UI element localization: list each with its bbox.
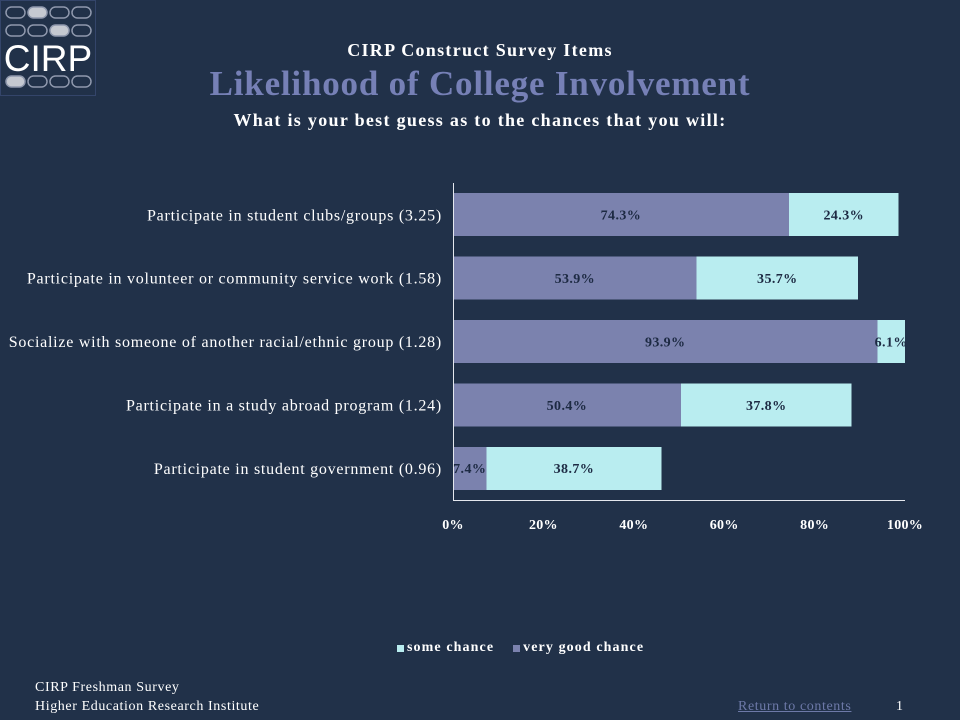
legend-swatch-very-good-chance bbox=[513, 644, 521, 652]
page-title: Likelihood of College Involvement bbox=[209, 64, 751, 103]
logo-pill bbox=[71, 24, 92, 37]
x-tick-label-40: 40% bbox=[619, 518, 648, 533]
chart-subtitle: What is your best guess as to the chance… bbox=[233, 110, 727, 130]
category-label-participate-in-student-government: Participate in student government (0.96) bbox=[154, 461, 442, 478]
legend-swatch-some-chance bbox=[397, 644, 404, 652]
logo-pill-filled bbox=[27, 6, 48, 19]
legend-item-some-chance: some chance bbox=[397, 640, 494, 656]
logo-pill bbox=[27, 75, 48, 88]
logo-pill bbox=[5, 6, 26, 19]
x-tick-label-group: 0% 20% 40% 60% 80% 100% bbox=[442, 518, 923, 533]
bar-participate-in-student-clubs-groups-some-chance bbox=[788, 193, 899, 237]
logo-pill bbox=[5, 24, 26, 37]
category-label-socialize-with-someone-of-another-racial-ethnic-group: Socialize with someone of another racial… bbox=[9, 334, 442, 351]
data-label-participate-in-volunteer-or-community-service-work-very-good-chance: 53.9% bbox=[555, 272, 596, 287]
return-to-contents-link[interactable]: Return to contents bbox=[738, 699, 852, 714]
data-label-participate-in-a-study-abroad-program-some-chance: 37.8% bbox=[746, 399, 787, 414]
bar-participate-in-a-study-abroad-program-very-good-chance bbox=[453, 383, 681, 427]
likelihood-stacked-bar-chart: 74.3% 24.3% 53.9% 35.7% 93.9% 6.1% 50.4% 37.8% 7… bbox=[9, 183, 923, 533]
footer-institute-name: Higher Education Research Institute bbox=[35, 699, 260, 714]
data-label-participate-in-a-study-abroad-program-very-good-chance: 50.4% bbox=[547, 399, 588, 414]
category-label-group: Participate in student clubs/groups (3.2… bbox=[9, 207, 442, 478]
logo-frame bbox=[0, 0, 96, 96]
data-label-participate-in-volunteer-or-community-service-work-some-chance: 35.7% bbox=[757, 272, 798, 287]
data-label-group: 74.3% 24.3% 53.9% 35.7% 93.9% 6.1% 50.4% 37.8% 7… bbox=[453, 209, 908, 478]
bar-participate-in-student-clubs-groups-very-good-chance bbox=[453, 193, 789, 237]
legend-item-very-good-chance: very good chance bbox=[513, 640, 644, 656]
x-tick-label-20: 20% bbox=[529, 518, 558, 533]
logo-pill bbox=[27, 24, 48, 37]
bar-participate-in-volunteer-or-community-service-work-very-good-chance bbox=[453, 256, 697, 300]
bar-socialize-with-someone-of-another-racial-ethnic-group-some-chance bbox=[877, 320, 905, 363]
logo-pill bbox=[71, 6, 92, 19]
logo-pill bbox=[49, 75, 70, 88]
legend-label-some-chance: some chance bbox=[407, 640, 495, 655]
logo-pill-pattern bbox=[5, 6, 92, 88]
data-label-participate-in-student-government-some-chance: 38.7% bbox=[554, 462, 595, 477]
logo-pill bbox=[71, 75, 92, 88]
x-tick-label-0: 0% bbox=[442, 518, 464, 533]
bar-participate-in-volunteer-or-community-service-work-some-chance bbox=[696, 256, 858, 300]
data-label-participate-in-student-clubs-groups-very-good-chance: 74.3% bbox=[601, 209, 642, 224]
logo-text: CIRP bbox=[4, 38, 92, 79]
legend-label-very-good-chance: very good chance bbox=[523, 640, 645, 655]
logo-pill-filled bbox=[49, 24, 70, 37]
page-number: 1 bbox=[896, 699, 904, 714]
bar-participate-in-student-government-some-chance bbox=[486, 446, 662, 490]
data-label-socialize-with-someone-of-another-racial-ethnic-group-very-good-chance: 93.9% bbox=[645, 335, 686, 350]
data-label-participate-in-student-government-very-good-chance: 7.4% bbox=[453, 462, 486, 477]
data-label-participate-in-student-clubs-groups-some-chance: 24.3% bbox=[824, 209, 865, 224]
bar-group bbox=[453, 193, 905, 490]
cirp-logo: CIRP bbox=[0, 0, 96, 96]
slide-supertitle: CIRP Construct Survey Items bbox=[347, 40, 613, 60]
category-label-participate-in-a-study-abroad-program: Participate in a study abroad program (1… bbox=[126, 398, 442, 415]
bar-socialize-with-someone-of-another-racial-ethnic-group-very-good-chance bbox=[453, 320, 878, 363]
logo-pill bbox=[49, 6, 70, 19]
bar-participate-in-student-government-very-good-chance bbox=[453, 446, 487, 490]
bar-participate-in-a-study-abroad-program-some-chance bbox=[680, 383, 852, 427]
logo-pill-filled bbox=[5, 75, 26, 88]
category-label-participate-in-volunteer-or-community-service-work: Participate in volunteer or community se… bbox=[27, 271, 442, 288]
x-tick-label-80: 80% bbox=[800, 518, 829, 533]
x-tick-label-100: 100% bbox=[887, 518, 923, 533]
category-label-participate-in-student-clubs-groups: Participate in student clubs/groups (3.2… bbox=[147, 207, 442, 224]
chart-legend: some chance very good chance bbox=[397, 639, 644, 657]
x-tick-label-60: 60% bbox=[710, 518, 739, 533]
data-label-socialize-with-someone-of-another-racial-ethnic-group-some-chance: 6.1% bbox=[875, 335, 908, 350]
footer-survey-name: CIRP Freshman Survey bbox=[35, 680, 180, 695]
